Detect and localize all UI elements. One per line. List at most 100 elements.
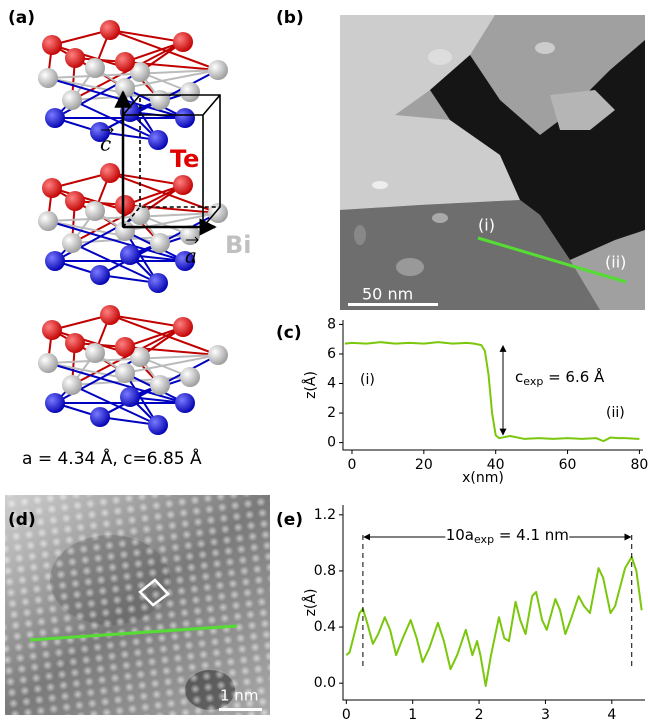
atom bbox=[85, 343, 105, 363]
atom bbox=[175, 393, 195, 413]
atom bbox=[175, 251, 195, 271]
label-text: 10a bbox=[446, 526, 474, 544]
atom bbox=[65, 333, 85, 353]
x-tick-label: 60 bbox=[559, 457, 577, 473]
bond bbox=[47, 362, 186, 404]
panel-label: (c) bbox=[276, 323, 302, 343]
y-axis-label: z(Å) bbox=[302, 589, 319, 617]
lattice-text: a = 4.34 Å, c=6.85 Å bbox=[22, 447, 202, 469]
vector-arrow bbox=[101, 126, 199, 244]
vector-label: a bbox=[185, 244, 197, 268]
x-tick-label: 20 bbox=[415, 457, 433, 473]
atom bbox=[85, 58, 105, 78]
atom bbox=[208, 203, 228, 223]
label-bg bbox=[445, 525, 570, 549]
atom bbox=[65, 48, 85, 68]
atom bbox=[180, 82, 200, 102]
figure-texts: (a) (b) (c) (d) (e) Te Bi c a a = 4.34 Å… bbox=[8, 8, 626, 705]
crystal-block bbox=[38, 20, 228, 150]
atom bbox=[115, 52, 135, 72]
atom bbox=[90, 265, 110, 285]
bond bbox=[109, 314, 219, 356]
bond bbox=[124, 326, 184, 348]
y-tick-label: 6 bbox=[327, 346, 336, 362]
atom bbox=[115, 78, 135, 98]
bond bbox=[71, 242, 159, 284]
atom bbox=[175, 108, 195, 128]
bond bbox=[124, 354, 219, 374]
line-end-label: (i) bbox=[478, 216, 495, 235]
atom bbox=[150, 233, 170, 253]
annotation: (i) bbox=[360, 372, 375, 388]
x-tick-label: 1 bbox=[408, 707, 417, 721]
atom bbox=[62, 233, 82, 253]
atom bbox=[65, 191, 85, 211]
data-line bbox=[345, 555, 643, 687]
x-tick-label: 0 bbox=[342, 707, 351, 721]
element-label: Te bbox=[170, 145, 199, 173]
y-tick-label: 1.2 bbox=[314, 507, 336, 523]
y-tick-label: 8 bbox=[327, 316, 336, 332]
atom bbox=[62, 90, 82, 110]
atom bbox=[150, 375, 170, 395]
bond bbox=[124, 41, 184, 63]
bond bbox=[71, 384, 159, 426]
label-text: c bbox=[515, 368, 523, 386]
y-tick-label: 0.4 bbox=[314, 619, 336, 635]
atom bbox=[115, 363, 135, 383]
label-sub: exp bbox=[474, 533, 494, 546]
stm-image-b bbox=[340, 15, 645, 310]
x-tick-label: 3 bbox=[541, 707, 550, 721]
axis-line bbox=[342, 320, 643, 451]
atom bbox=[45, 108, 65, 128]
x-tick-label: 80 bbox=[630, 457, 648, 473]
atom bbox=[100, 20, 120, 40]
atom bbox=[148, 130, 168, 150]
x-tick-label: 40 bbox=[487, 457, 505, 473]
y-tick-label: 4 bbox=[327, 376, 336, 392]
atom bbox=[173, 317, 193, 337]
panel-label: (a) bbox=[8, 8, 35, 28]
bond bbox=[109, 314, 184, 328]
x-tick-label: 0 bbox=[348, 457, 357, 473]
atom bbox=[208, 60, 228, 80]
atom bbox=[90, 122, 110, 142]
atom bbox=[115, 195, 135, 215]
unit-cell bbox=[114, 90, 221, 236]
panel-label: (b) bbox=[276, 8, 304, 28]
atom bbox=[45, 251, 65, 271]
atom bbox=[38, 353, 58, 373]
label-text: = 4.1 nm bbox=[494, 526, 569, 544]
atom bbox=[42, 35, 62, 55]
label-sub: exp bbox=[523, 375, 543, 388]
atom bbox=[115, 337, 135, 357]
rich-label: cexp = 6.6 Å bbox=[515, 367, 605, 389]
atom bbox=[208, 345, 228, 365]
atom bbox=[130, 205, 150, 225]
bond bbox=[124, 69, 219, 89]
rich-label: 10aexp = 4.1 nm bbox=[446, 526, 569, 547]
atom bbox=[42, 320, 62, 340]
y-tick-label: 0.0 bbox=[314, 675, 336, 691]
atom bbox=[180, 367, 200, 387]
bond bbox=[47, 220, 186, 262]
vector-label: c bbox=[100, 132, 111, 156]
atom bbox=[38, 211, 58, 231]
axis-line bbox=[342, 505, 645, 701]
scale-bar-label: 1 nm bbox=[220, 687, 258, 705]
atom bbox=[38, 68, 58, 88]
atom bbox=[120, 245, 140, 265]
atom bbox=[120, 387, 140, 407]
element-label: Bi bbox=[225, 231, 252, 259]
y-tick-label: 0 bbox=[327, 435, 336, 451]
y-tick-label: 0.8 bbox=[314, 563, 336, 579]
atom bbox=[150, 90, 170, 110]
x-axis-label: x(nm) bbox=[462, 470, 504, 486]
atom bbox=[130, 62, 150, 82]
atom bbox=[42, 178, 62, 198]
atom bbox=[100, 163, 120, 183]
crystal-block bbox=[38, 305, 228, 435]
bond bbox=[109, 29, 219, 71]
panel-label: (d) bbox=[8, 510, 36, 530]
